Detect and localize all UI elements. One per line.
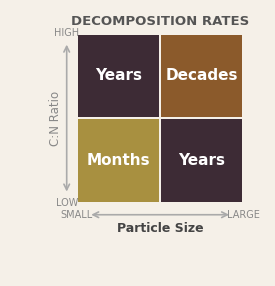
- Title: DECOMPOSITION RATES: DECOMPOSITION RATES: [71, 15, 249, 28]
- Text: C:N Ratio: C:N Ratio: [48, 91, 62, 146]
- Text: HIGH: HIGH: [54, 28, 79, 38]
- Text: Years: Years: [95, 68, 142, 83]
- Text: Decades: Decades: [166, 68, 238, 83]
- FancyBboxPatch shape: [78, 119, 159, 202]
- Text: SMALL: SMALL: [60, 210, 93, 220]
- FancyBboxPatch shape: [161, 119, 242, 202]
- FancyBboxPatch shape: [161, 35, 242, 117]
- FancyBboxPatch shape: [78, 35, 159, 117]
- Text: LOW: LOW: [56, 198, 78, 208]
- Text: LARGE: LARGE: [227, 210, 260, 220]
- Text: Months: Months: [87, 153, 150, 168]
- Text: Particle Size: Particle Size: [117, 222, 204, 235]
- Text: Years: Years: [178, 153, 225, 168]
